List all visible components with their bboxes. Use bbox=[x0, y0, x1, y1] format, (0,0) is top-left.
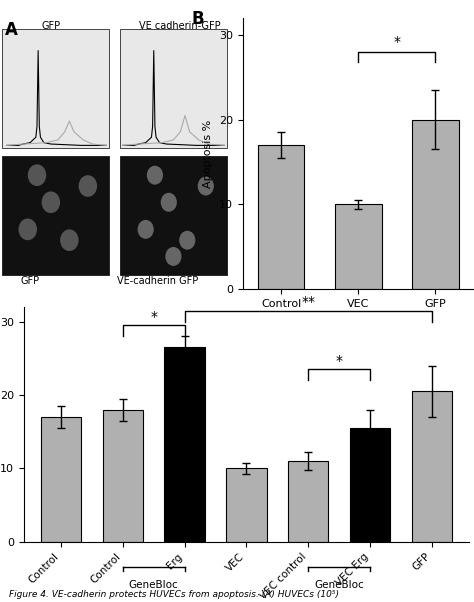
Text: **: ** bbox=[301, 295, 315, 309]
Bar bbox=[412, 391, 452, 542]
Bar bbox=[258, 145, 304, 289]
Bar bbox=[412, 120, 458, 289]
Bar bbox=[350, 428, 391, 542]
Circle shape bbox=[137, 220, 154, 239]
Text: *: * bbox=[393, 36, 401, 49]
Circle shape bbox=[28, 164, 46, 186]
Text: A: A bbox=[5, 20, 18, 39]
Text: GeneBloc: GeneBloc bbox=[314, 580, 364, 590]
Text: GeneBloc: GeneBloc bbox=[129, 580, 179, 590]
Circle shape bbox=[60, 229, 79, 251]
Circle shape bbox=[79, 175, 97, 197]
Text: VE cadherin-GFP: VE cadherin-GFP bbox=[139, 20, 220, 31]
Bar bbox=[227, 468, 266, 542]
Bar bbox=[335, 204, 382, 289]
Circle shape bbox=[179, 231, 195, 250]
Bar bbox=[288, 461, 328, 542]
Circle shape bbox=[198, 176, 214, 196]
Text: Figure 4. VE-cadherin protects HUVECs from apoptosis. (A) HUVECs (10⁵): Figure 4. VE-cadherin protects HUVECs fr… bbox=[9, 590, 339, 599]
Circle shape bbox=[147, 166, 163, 185]
Text: GFP: GFP bbox=[42, 20, 61, 31]
Bar bbox=[2, 156, 109, 275]
Bar bbox=[120, 156, 227, 275]
Bar bbox=[2, 29, 109, 148]
Bar bbox=[102, 410, 143, 542]
Circle shape bbox=[42, 191, 60, 213]
Circle shape bbox=[165, 247, 182, 266]
Text: GFP: GFP bbox=[20, 276, 40, 285]
Text: *: * bbox=[150, 310, 157, 324]
Circle shape bbox=[161, 193, 177, 212]
Y-axis label: Apoptosis %: Apoptosis % bbox=[203, 119, 213, 188]
Text: B: B bbox=[192, 10, 205, 28]
Bar bbox=[120, 29, 227, 148]
Text: VE-cadherin GFP: VE-cadherin GFP bbox=[117, 276, 198, 285]
Text: *: * bbox=[336, 354, 343, 368]
Bar bbox=[164, 347, 205, 542]
Bar bbox=[41, 417, 81, 542]
Circle shape bbox=[18, 219, 37, 240]
